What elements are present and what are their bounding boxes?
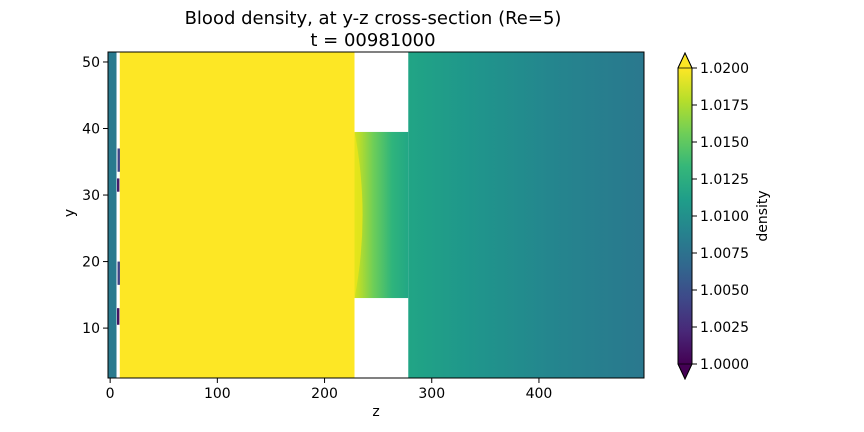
colorbar-gradient — [678, 68, 692, 364]
colorbar-tick-label: 1.0150 — [700, 135, 749, 151]
defect-mark-2 — [116, 178, 120, 192]
constriction-top-void — [354, 52, 409, 132]
colorbar: 1.0200 1.0175 1.0150 1.0125 1.0100 1.0075 1.00… — [677, 51, 749, 381]
defect-mark-0 — [116, 308, 120, 325]
colorbar-extend-min — [677, 363, 693, 380]
y-axis-label: y — [62, 209, 78, 217]
colorbar-tick-label: 1.0075 — [700, 246, 749, 262]
region-yellow-block — [119, 52, 355, 378]
colorbar-extend-max — [677, 52, 693, 69]
colorbar-tick-label: 1.0200 — [700, 61, 749, 77]
defect-mark-3 — [117, 148, 120, 172]
colorbar-label: density — [755, 190, 771, 241]
x-tick-label: 300 — [418, 386, 445, 402]
colorbar-tick-label: 1.0125 — [700, 172, 749, 188]
region-gap — [116, 52, 120, 378]
y-tick-label: 20 — [82, 255, 100, 271]
colorbar-ticks: 1.0200 1.0175 1.0150 1.0125 1.0100 1.0075 1.00… — [692, 61, 749, 373]
region-constriction-gradient — [354, 131, 409, 299]
colorbar-tick-label: 1.0175 — [700, 98, 749, 114]
chart-subtitle: t = 00981000 — [310, 30, 435, 51]
colorbar-tick-label: 1.0100 — [700, 209, 749, 225]
x-tick-label: 0 — [106, 386, 115, 402]
y-tick-label: 40 — [82, 122, 100, 138]
constriction-front — [354, 131, 363, 299]
x-tick-label: 100 — [204, 386, 231, 402]
y-tick-label: 10 — [82, 321, 100, 337]
plot-area — [108, 52, 644, 378]
y-tick-label: 30 — [82, 188, 100, 204]
colorbar-tick-label: 1.0025 — [700, 320, 749, 336]
constriction-bottom-void — [354, 298, 409, 378]
x-tick-label: 400 — [526, 386, 553, 402]
x-axis-ticks: 0 100 200 300 400 — [106, 378, 553, 402]
region-left-wall — [108, 52, 117, 378]
colorbar-tick-label: 1.0000 — [700, 357, 749, 373]
y-tick-label: 50 — [82, 55, 100, 71]
chart-title: Blood density, at y-z cross-section (Re=… — [185, 8, 562, 29]
y-axis-ticks: 10 20 30 40 50 — [82, 55, 108, 337]
colorbar-tick-label: 1.0050 — [700, 283, 749, 299]
x-tick-label: 200 — [311, 386, 338, 402]
defect-mark-1 — [117, 261, 120, 285]
region-downstream-region — [408, 52, 644, 378]
plot-frame — [107, 51, 645, 379]
x-axis-label: z — [372, 404, 379, 420]
